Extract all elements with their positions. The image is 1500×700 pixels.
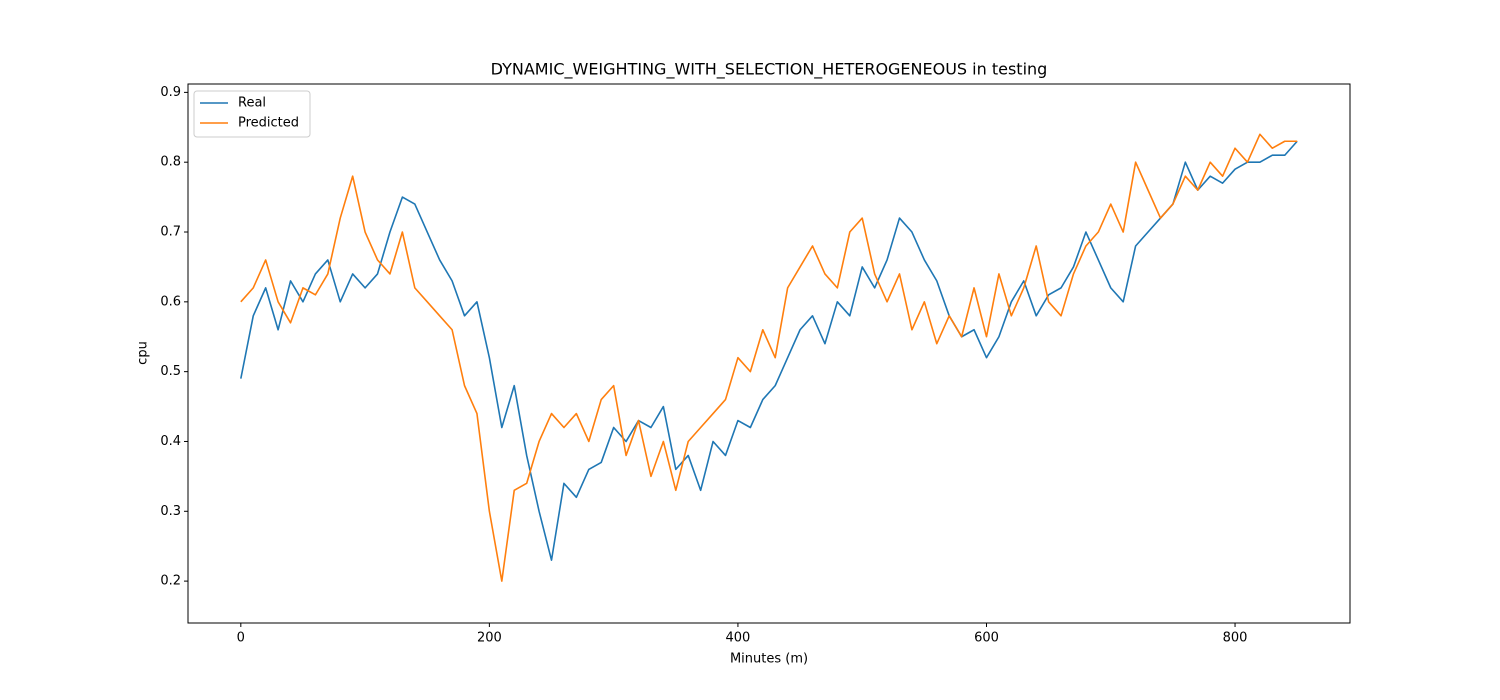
series-line (240, 140, 1298, 561)
y-axis-label: cpu (136, 341, 151, 365)
y-tick-label: 0.4 (160, 434, 181, 449)
series-line (240, 133, 1298, 582)
y-tick-label: 0.9 (160, 85, 181, 100)
y-tick-label: 0.6 (160, 294, 181, 309)
x-tick-label: 800 (1223, 631, 1248, 646)
y-tick-label: 0.2 (160, 574, 181, 589)
y-tick-label: 0.7 (160, 225, 181, 240)
x-tick-label: 400 (726, 631, 751, 646)
x-tick-label: 600 (974, 631, 999, 646)
x-tick-label: 200 (477, 631, 502, 646)
legend-label: Real (238, 96, 266, 111)
x-axis-label: Minutes (m) (730, 652, 808, 667)
chart-title: DYNAMIC_WEIGHTING_WITH_SELECTION_HETEROG… (491, 60, 1048, 80)
y-tick-label: 0.8 (160, 155, 181, 170)
legend-label: Predicted (238, 116, 299, 131)
plot-frame (187, 83, 1351, 624)
y-tick-label: 0.5 (160, 364, 181, 379)
y-tick-label: 0.3 (160, 504, 181, 519)
x-tick-label: 0 (237, 631, 245, 646)
